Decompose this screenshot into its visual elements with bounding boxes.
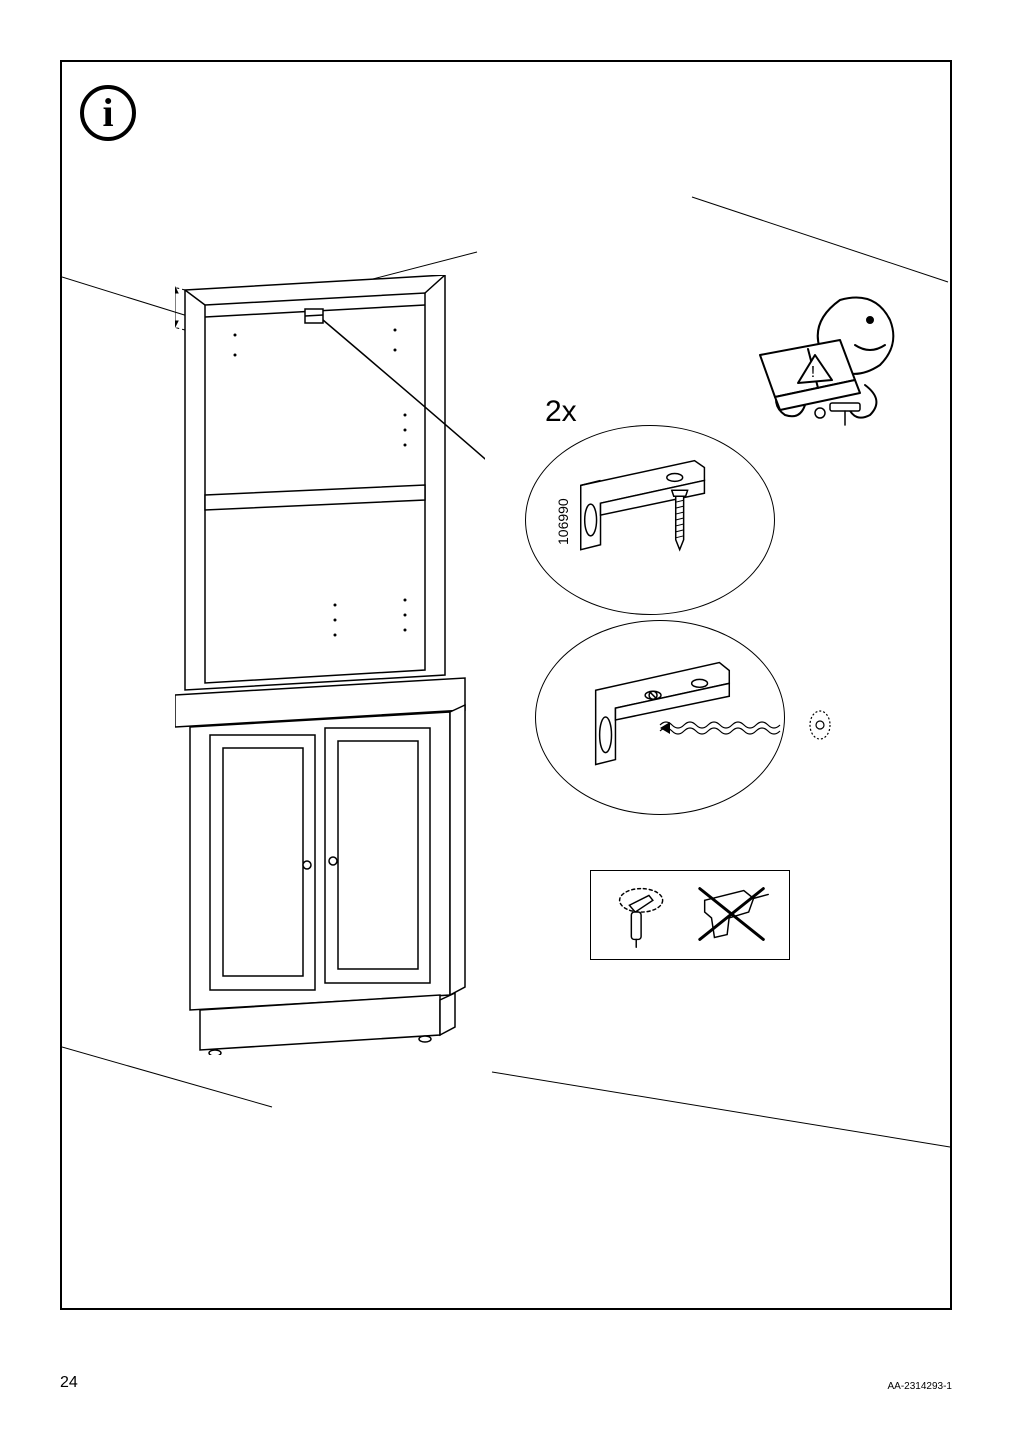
page-number: 24 [60, 1374, 78, 1392]
document-id: AA-2314293-1 [888, 1381, 953, 1392]
cabinet-illustration: 2 cm [175, 275, 485, 1055]
svg-text:!: ! [811, 364, 815, 381]
tool-allowed-box [590, 870, 790, 960]
wall-anchor-indicator [640, 695, 840, 755]
reading-person-icon: ! [720, 285, 920, 445]
quantity-label: 2x [545, 395, 577, 429]
part-number-label: 106990 [555, 498, 571, 545]
